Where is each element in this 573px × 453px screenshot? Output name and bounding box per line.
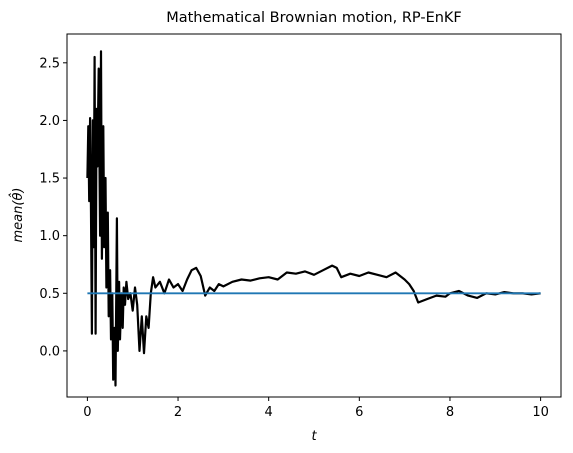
y-tick-label: 1.5 bbox=[39, 172, 60, 187]
y-tick-label: 0.5 bbox=[39, 287, 60, 302]
x-tick-label: 0 bbox=[83, 405, 91, 420]
y-axis-label: mean(θ̂) bbox=[9, 188, 26, 243]
y-tick-label: 0.0 bbox=[39, 344, 60, 359]
y-axis-ticks: 0.0 0.5 1.0 1.5 2.0 2.5 bbox=[39, 56, 67, 359]
plot-area: 0 2 4 6 8 10 0.0 0.5 1.0 1.5 2.0 2.5 bbox=[39, 33, 562, 420]
x-axis-label: t bbox=[311, 429, 317, 444]
x-tick-label: 6 bbox=[355, 405, 363, 420]
y-tick-label: 2.5 bbox=[39, 56, 60, 71]
y-tick-label: 2.0 bbox=[39, 114, 60, 129]
chart-title: Mathematical Brownian motion, RP-EnKF bbox=[166, 10, 462, 26]
x-tick-label: 2 bbox=[174, 405, 182, 420]
x-tick-label: 4 bbox=[265, 405, 273, 420]
series-layer bbox=[86, 50, 541, 387]
x-tick-label: 10 bbox=[532, 405, 549, 420]
y-tick-label: 1.0 bbox=[39, 229, 60, 244]
x-axis-ticks: 0 2 4 6 8 10 bbox=[83, 397, 549, 420]
axes-frame bbox=[66, 33, 562, 398]
x-tick-label: 8 bbox=[446, 405, 454, 420]
